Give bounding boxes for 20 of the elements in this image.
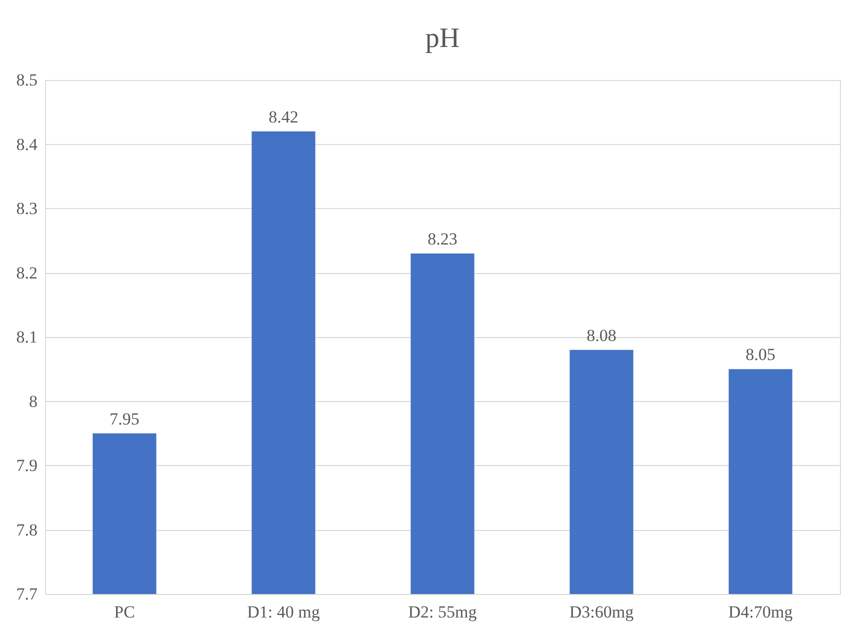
data-label: 8.08 <box>586 326 616 345</box>
y-tick-label: 7.8 <box>16 520 38 540</box>
data-label: 7.95 <box>110 409 140 428</box>
y-tick-label: 8.4 <box>16 134 38 154</box>
x-tick-label: PC <box>114 602 135 622</box>
y-tick-label: 8 <box>29 392 38 411</box>
chart-title: pH <box>425 23 460 54</box>
data-label: 8.05 <box>746 345 776 364</box>
y-tick-label: 8.3 <box>16 199 38 218</box>
x-tick-label: D4:70mg <box>728 602 794 622</box>
x-tick-label: D3:60mg <box>569 602 634 622</box>
x-tick-label: D1: 40 mg <box>247 602 320 622</box>
y-tick-label: 7.7 <box>16 584 38 604</box>
y-tick-label: 8.2 <box>16 263 38 282</box>
data-label: 8.23 <box>428 229 458 248</box>
data-label: 8.42 <box>268 107 298 126</box>
y-tick-label: 7.9 <box>16 456 38 475</box>
y-tick-label: 8.1 <box>16 328 38 346</box>
y-tick-label: 8.5 <box>16 70 38 90</box>
x-tick-label: D2: 55mg <box>408 602 478 622</box>
